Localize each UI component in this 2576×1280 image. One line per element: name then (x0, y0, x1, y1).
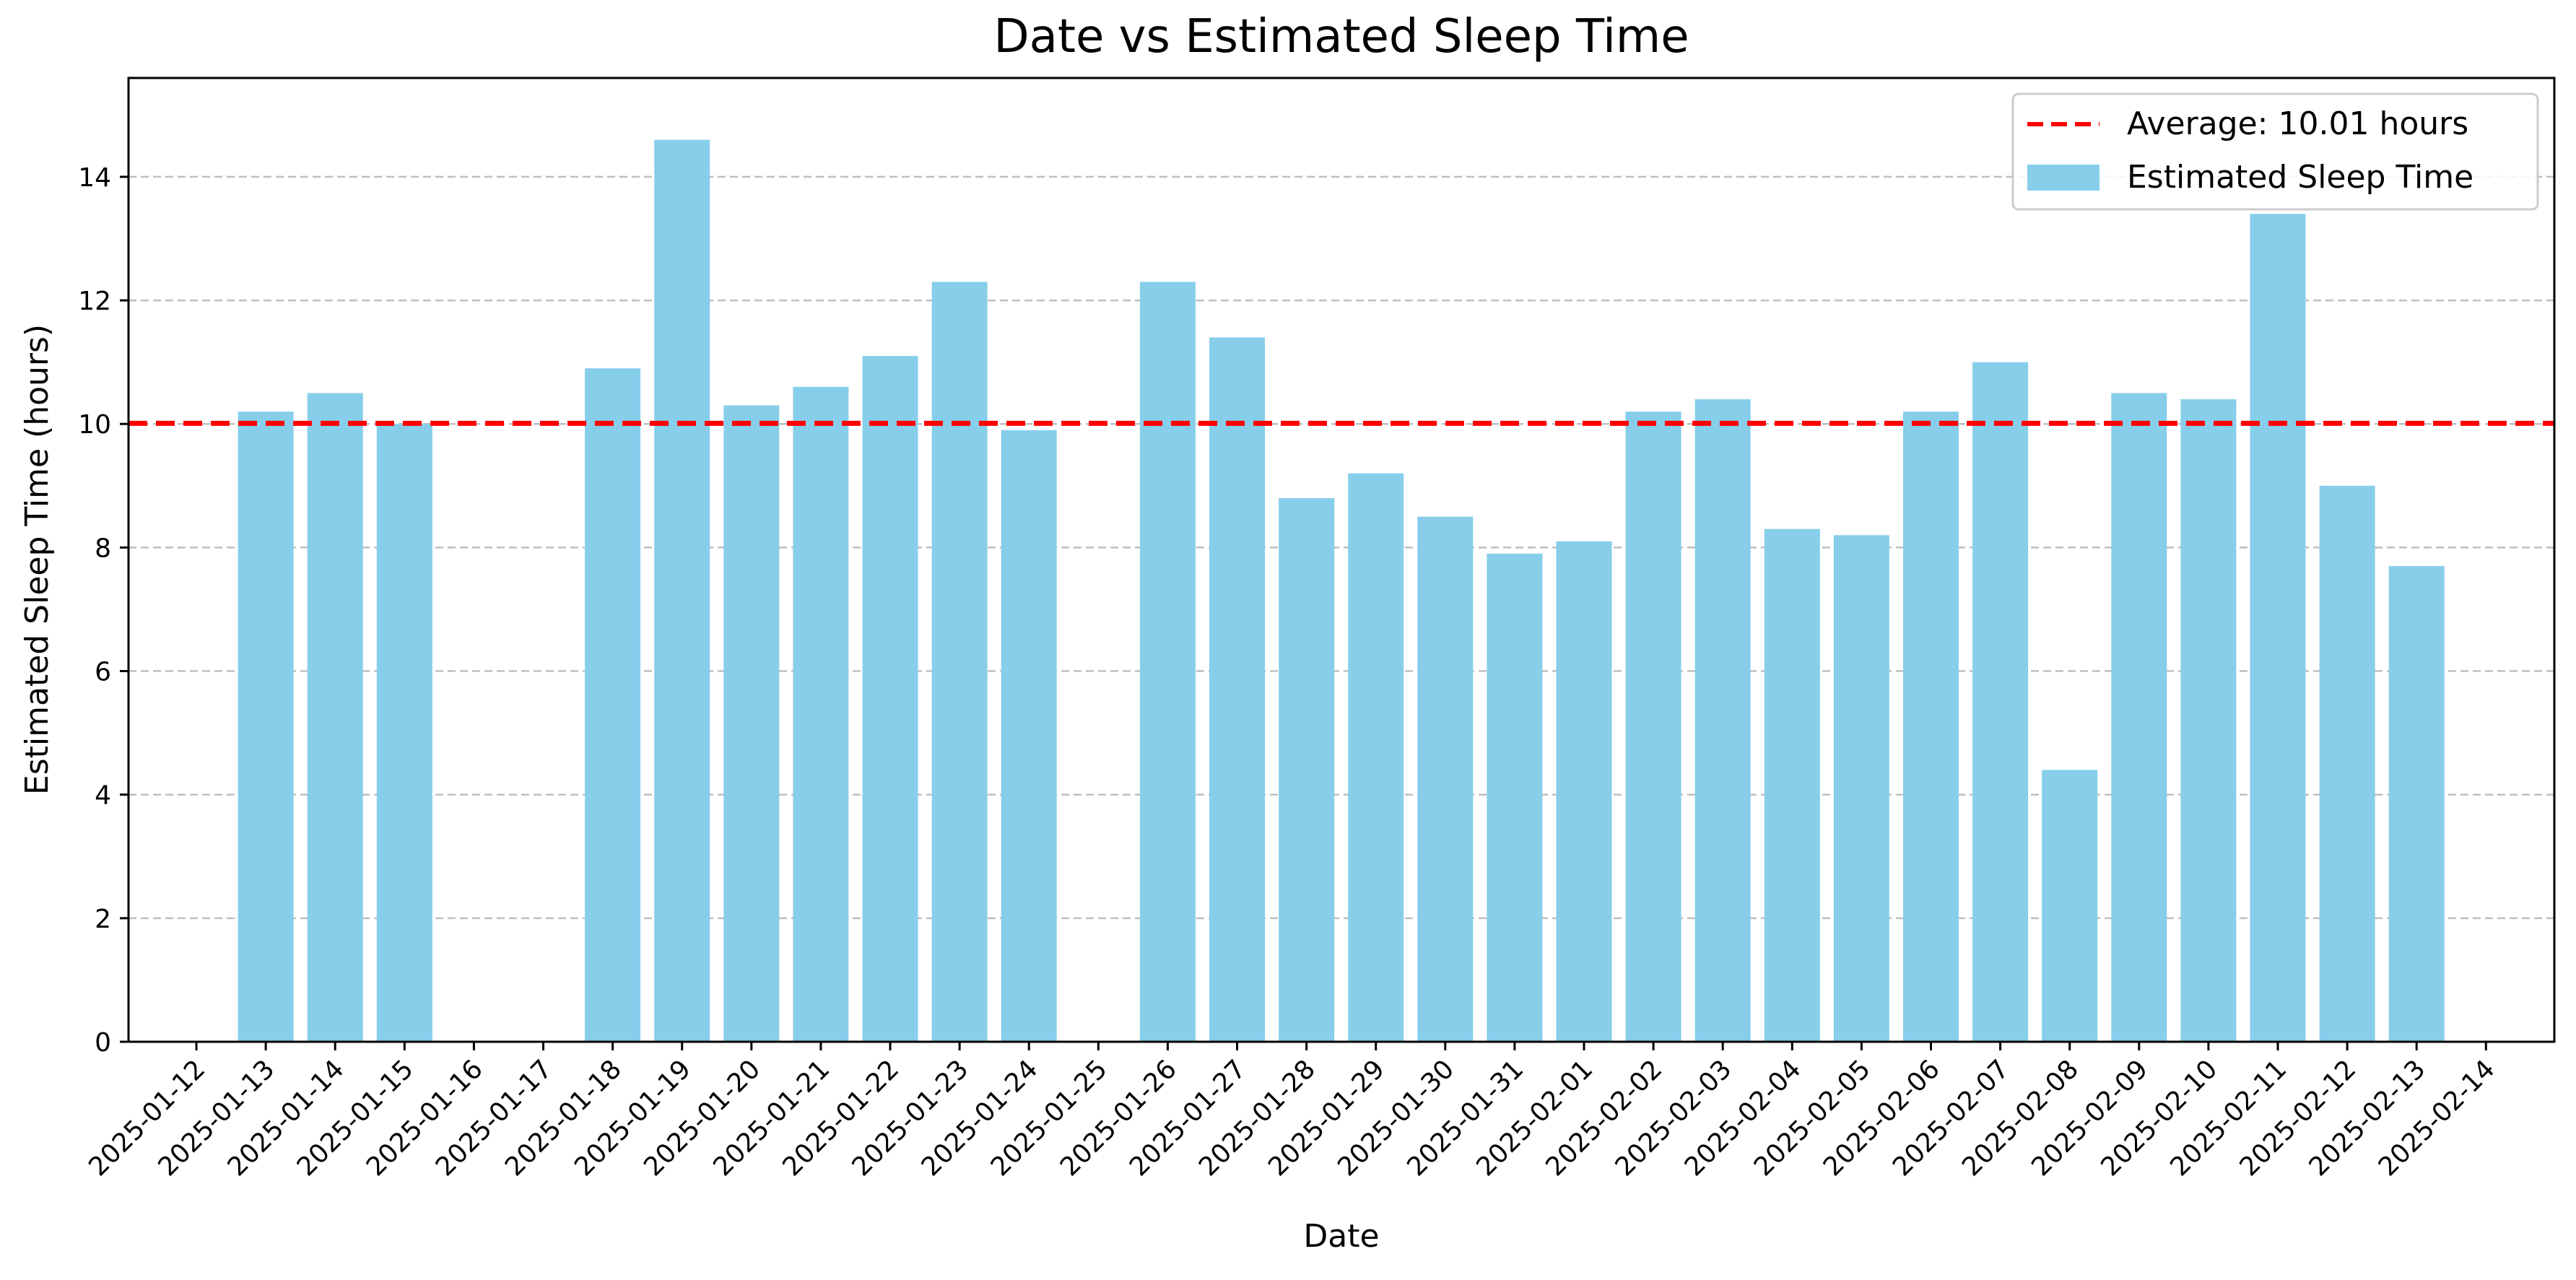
bar (1279, 497, 1335, 1042)
bar (1833, 535, 1889, 1042)
bar (2180, 399, 2237, 1042)
bar (723, 405, 780, 1042)
bar (1209, 337, 1265, 1042)
bar (1764, 528, 1820, 1042)
bar (1903, 412, 1959, 1042)
legend: Average: 10.01 hours Estimated Sleep Tim… (2011, 92, 2539, 211)
y-tick-label: 0 (95, 1028, 111, 1058)
bar (862, 356, 918, 1042)
bar (238, 412, 294, 1042)
bar (793, 386, 849, 1042)
bar (2042, 770, 2098, 1042)
y-axis-label: Estimated Sleep Time (hours) (19, 324, 56, 795)
bar (307, 393, 363, 1042)
bar (654, 139, 710, 1042)
y-tick-label: 2 (95, 905, 111, 934)
plot-frame (127, 77, 2556, 1043)
bar (2250, 214, 2306, 1042)
legend-series-swatch (2027, 165, 2099, 191)
bar (1972, 362, 2029, 1042)
bar (931, 282, 988, 1042)
chart-title: Date vs Estimated Sleep Time (993, 10, 1689, 64)
x-axis-label: Date (1303, 1218, 1379, 1255)
bar (2319, 485, 2375, 1042)
bar (1487, 553, 1543, 1042)
bars (238, 139, 2445, 1042)
bar (376, 424, 432, 1042)
bar (1694, 399, 1751, 1042)
bar (585, 368, 641, 1042)
bar (2388, 566, 2445, 1042)
y-tick-label: 10 (78, 410, 111, 440)
bar (1417, 516, 1474, 1042)
y-tick-label: 6 (95, 658, 111, 687)
y-tick-label: 4 (95, 781, 111, 811)
y-tick-label: 8 (95, 534, 111, 563)
bar (1556, 541, 1612, 1042)
y-axis: 0 2 4 6 8 10 12 14 (78, 163, 129, 1058)
bar (1001, 430, 1057, 1042)
y-tick-label: 14 (78, 163, 111, 193)
legend-box (2011, 92, 2539, 211)
y-tick-label: 12 (78, 287, 111, 316)
bar (1625, 412, 1681, 1042)
legend-average-label: Average: 10.01 hours (2127, 105, 2468, 142)
bar (2111, 393, 2167, 1042)
bar (1139, 282, 1196, 1042)
bar (1348, 473, 1404, 1042)
legend-series-label: Estimated Sleep Time (2127, 159, 2473, 196)
